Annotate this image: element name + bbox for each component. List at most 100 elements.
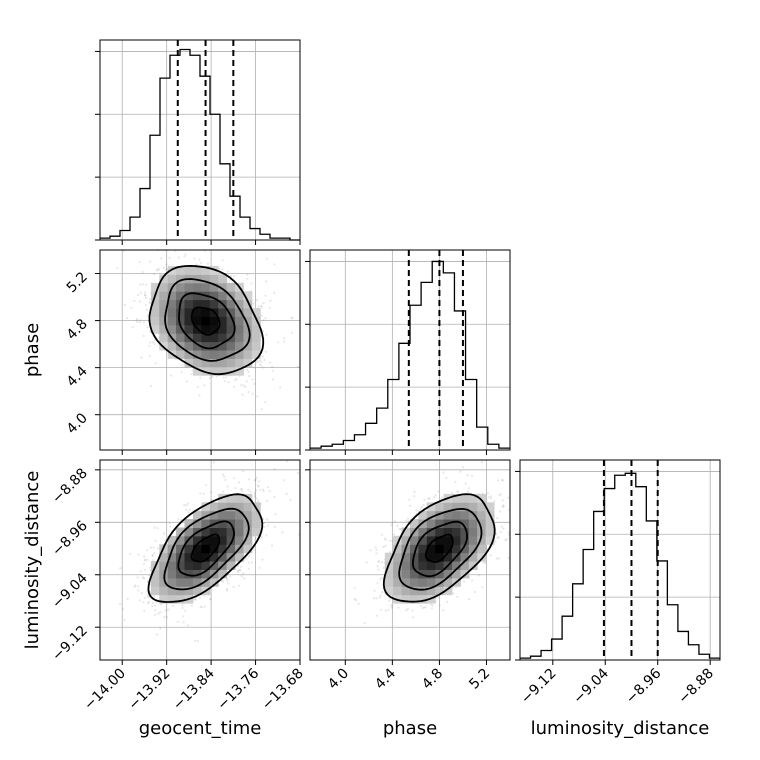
- scatter-point: [168, 256, 171, 259]
- scatter-point: [262, 517, 265, 521]
- scatter-point: [391, 521, 394, 524]
- scatter-point: [241, 490, 244, 493]
- scatter-point: [182, 621, 185, 624]
- scatter-point: [398, 527, 401, 531]
- density-cell: [167, 341, 177, 351]
- density-cell: [218, 544, 228, 554]
- scatter-point: [373, 597, 376, 600]
- scatter-point: [266, 486, 269, 489]
- scatter-point: [380, 533, 384, 536]
- density-cell: [251, 333, 261, 343]
- density-cell: [384, 577, 394, 587]
- scatter-point: [146, 558, 149, 562]
- scatter-point: [423, 498, 426, 501]
- scatter-point: [225, 376, 228, 379]
- density-cell: [218, 333, 228, 343]
- scatter-point: [198, 258, 201, 261]
- density-cell: [226, 282, 236, 292]
- scatter-point: [490, 495, 493, 498]
- scatter-point: [487, 496, 490, 499]
- scatter-point: [155, 601, 158, 604]
- scatter-point: [133, 299, 136, 303]
- scatter-point: [498, 510, 501, 513]
- scatter-point: [384, 544, 387, 548]
- scatter-point: [144, 569, 147, 572]
- density-cell: [243, 350, 253, 359]
- scatter-point: [225, 588, 228, 591]
- density-cell: [176, 333, 185, 343]
- label-layer: −14.00−13.92−13.84−13.76−13.68geocent_ti…: [22, 269, 717, 739]
- scatter-point: [264, 317, 267, 320]
- scatter-point: [269, 299, 272, 302]
- scatter-point: [291, 316, 294, 319]
- scatter-point: [141, 283, 145, 286]
- density-cell: [435, 544, 445, 554]
- scatter-point: [496, 536, 499, 540]
- density-cell: [167, 316, 177, 326]
- x-tick-label-geocent_time: −14.00: [81, 666, 129, 714]
- density-cell: [159, 316, 169, 326]
- scatter-point: [257, 480, 261, 483]
- scatter-point: [353, 598, 356, 601]
- scatter-point: [437, 490, 440, 493]
- scatter-point: [131, 326, 134, 329]
- scatter-point: [274, 513, 277, 516]
- scatter-point: [456, 490, 459, 493]
- density-cell: [226, 561, 236, 570]
- scatter-point: [239, 569, 242, 572]
- density-cell: [209, 358, 219, 368]
- density-cell: [218, 316, 228, 326]
- scatter-point: [151, 553, 154, 557]
- density-cell: [193, 316, 202, 326]
- scatter-point: [296, 472, 300, 475]
- scatter-point: [185, 508, 188, 511]
- density-cell: [184, 316, 194, 326]
- scatter-point: [471, 579, 474, 582]
- x-tick-label-geocent_time: −13.76: [214, 665, 262, 713]
- scatter-point: [153, 273, 156, 276]
- scatter-point: [250, 561, 253, 564]
- scatter-point: [141, 576, 145, 579]
- density-cell: [209, 502, 219, 512]
- scatter-point: [222, 473, 225, 476]
- scatter-point: [289, 498, 292, 502]
- scatter-point: [176, 620, 179, 623]
- scatter-point: [142, 334, 145, 337]
- scatter-point: [142, 601, 145, 604]
- scatter-point: [146, 590, 149, 594]
- density-cell: [201, 316, 211, 326]
- scatter-point: [375, 552, 378, 555]
- density-cell: [201, 341, 211, 351]
- scatter-point: [391, 604, 394, 607]
- density-cell: [218, 510, 228, 520]
- scatter-point: [261, 558, 264, 561]
- scatter-point: [466, 474, 469, 477]
- density-cell: [201, 366, 211, 376]
- scatter-point: [186, 624, 189, 627]
- x-tick-label-geocent_time: −13.84: [170, 665, 218, 713]
- scatter-point: [365, 561, 368, 564]
- scatter-point: [259, 363, 262, 366]
- scatter-point: [143, 596, 146, 599]
- scatter-point: [464, 482, 467, 485]
- scatter-point: [133, 585, 136, 589]
- scatter-point: [239, 488, 242, 491]
- scatter-point: [262, 490, 265, 493]
- scatter-point: [230, 274, 233, 278]
- density-cell: [209, 341, 219, 351]
- scatter-point: [157, 267, 160, 270]
- density-cell: [235, 519, 244, 528]
- density-cell: [150, 316, 160, 326]
- density-cell: [167, 561, 177, 570]
- scatter-point: [266, 499, 269, 503]
- scatter-point: [376, 582, 379, 585]
- scatter-point: [222, 580, 225, 583]
- scatter-point: [139, 570, 142, 573]
- scatter-point: [153, 595, 156, 598]
- x-tick-label-geocent_time: −13.92: [126, 666, 174, 714]
- scatter-point: [255, 497, 258, 500]
- y-tick-label-phase: 4.8: [64, 316, 91, 343]
- scatter-point: [255, 489, 258, 492]
- scatter-point: [144, 294, 147, 297]
- x-axis-label-geocent_time: geocent_time: [139, 718, 262, 739]
